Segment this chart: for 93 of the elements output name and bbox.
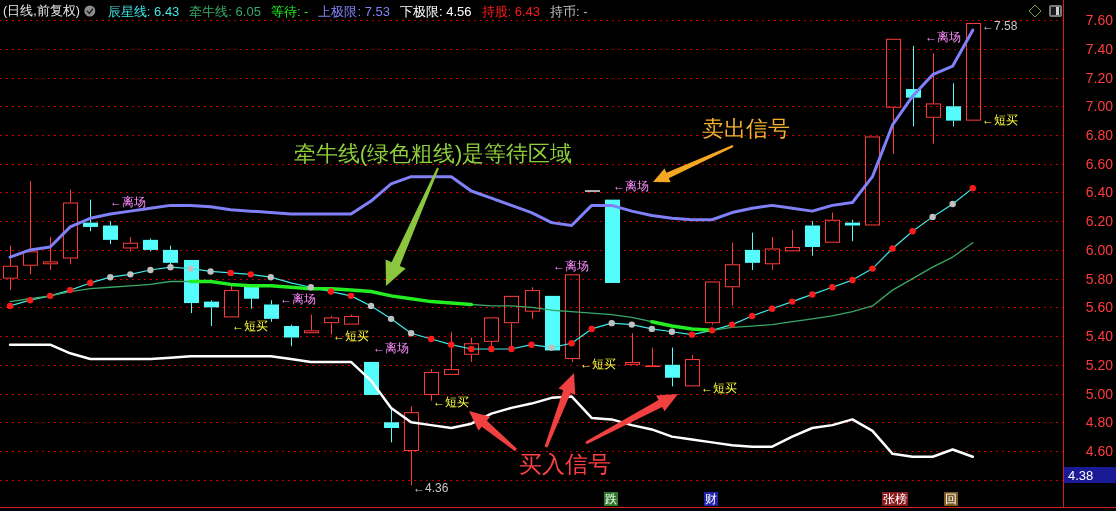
annotation: ←短买 <box>580 357 616 371</box>
y-tick-label: 4.60 <box>1085 443 1113 459</box>
y-tick-label: 4.80 <box>1085 414 1113 431</box>
annotation: ←短买 <box>333 329 369 343</box>
point <box>829 284 836 291</box>
point <box>708 327 716 334</box>
annotation: 回 <box>944 492 958 506</box>
point <box>568 340 575 347</box>
series-name: 持股: 6.43 <box>481 3 541 19</box>
series-name: 辰星线: 6.43 <box>107 3 180 19</box>
annotation: 财 <box>704 492 718 506</box>
annotation: 牵牛线(绿色粗线)是等待区域 <box>293 140 573 166</box>
series-name: 持币: - <box>550 3 588 19</box>
annotation: ←短买 <box>433 395 469 409</box>
point <box>648 325 656 333</box>
series-name: 上极限: 7.53 <box>318 3 390 19</box>
point <box>889 245 896 252</box>
point <box>728 321 736 328</box>
annotation: 张榜 <box>882 492 908 506</box>
point <box>307 284 315 291</box>
y-tick-label: 6.40 <box>1085 184 1113 201</box>
point <box>367 302 375 310</box>
y-tick-label: 7.60 <box>1085 12 1113 29</box>
point <box>929 213 936 221</box>
point <box>548 344 555 351</box>
point <box>588 325 595 333</box>
point <box>347 292 355 300</box>
point <box>227 269 234 277</box>
point <box>789 298 796 305</box>
annotation: ←离场 <box>613 179 649 193</box>
y-tick-label: 5.40 <box>1085 328 1113 345</box>
annotation: 卖出信号 <box>702 115 790 141</box>
point <box>387 315 395 323</box>
point <box>748 312 756 320</box>
annotation: ←离场 <box>373 341 409 355</box>
point <box>849 276 856 284</box>
point <box>608 319 615 327</box>
y-tick-label: 5.20 <box>1085 356 1113 373</box>
point <box>6 302 14 310</box>
point <box>869 265 876 272</box>
point <box>949 200 956 208</box>
series-name: 下极限: 4.56 <box>399 3 472 19</box>
annotation: 4.38 <box>1064 467 1116 483</box>
y-tick-label: 6.80 <box>1085 127 1113 143</box>
y-tick-label: 7.00 <box>1085 98 1113 115</box>
y-tick-label: 7.20 <box>1085 69 1113 86</box>
annotation: 买入信号 <box>519 451 611 477</box>
annotation: ←离场 <box>280 292 316 306</box>
point <box>488 345 495 353</box>
annotation: 跌 <box>604 492 618 506</box>
annotation: ←7.58 <box>982 19 1018 33</box>
y-tick-label: 5.80 <box>1085 270 1113 287</box>
point <box>668 328 676 335</box>
point <box>407 330 415 337</box>
y-tick-label: 6.60 <box>1085 155 1113 172</box>
annotation: ←短买 <box>982 113 1018 127</box>
annotation: ←离场 <box>553 259 589 273</box>
point <box>207 268 214 275</box>
point <box>107 274 114 281</box>
y-tick-label: 6.20 <box>1085 213 1113 230</box>
point <box>247 271 254 278</box>
point <box>327 288 335 295</box>
point <box>909 228 916 235</box>
annotation: ←4.36 <box>413 481 449 495</box>
point <box>147 266 154 274</box>
annotation: ←离场 <box>110 195 146 209</box>
point <box>508 345 515 353</box>
point <box>428 335 435 343</box>
y-tick-label: 5.00 <box>1085 385 1113 402</box>
point <box>46 292 54 300</box>
point <box>628 321 635 328</box>
point <box>167 263 174 271</box>
annotation: ←离场 <box>925 30 961 44</box>
point <box>969 184 976 192</box>
y-tick-label: 5.60 <box>1085 299 1113 316</box>
annotation: ←短买 <box>232 319 268 333</box>
point <box>187 265 194 272</box>
annotation: ←短买 <box>701 381 737 395</box>
y-tick-label: 7.40 <box>1085 40 1113 57</box>
title: (日线,前复权) <box>3 4 80 18</box>
point <box>809 291 816 298</box>
point <box>127 271 134 278</box>
point <box>87 279 94 287</box>
point <box>67 286 74 294</box>
series-name: 牵牛线: 6.05 <box>189 3 261 19</box>
point <box>768 305 776 312</box>
point <box>267 274 274 281</box>
y-tick-label: 6.00 <box>1085 241 1113 258</box>
series-name: 等待: - <box>270 3 309 19</box>
point <box>528 341 535 348</box>
point <box>448 341 455 348</box>
point <box>688 331 696 338</box>
point <box>26 296 34 304</box>
